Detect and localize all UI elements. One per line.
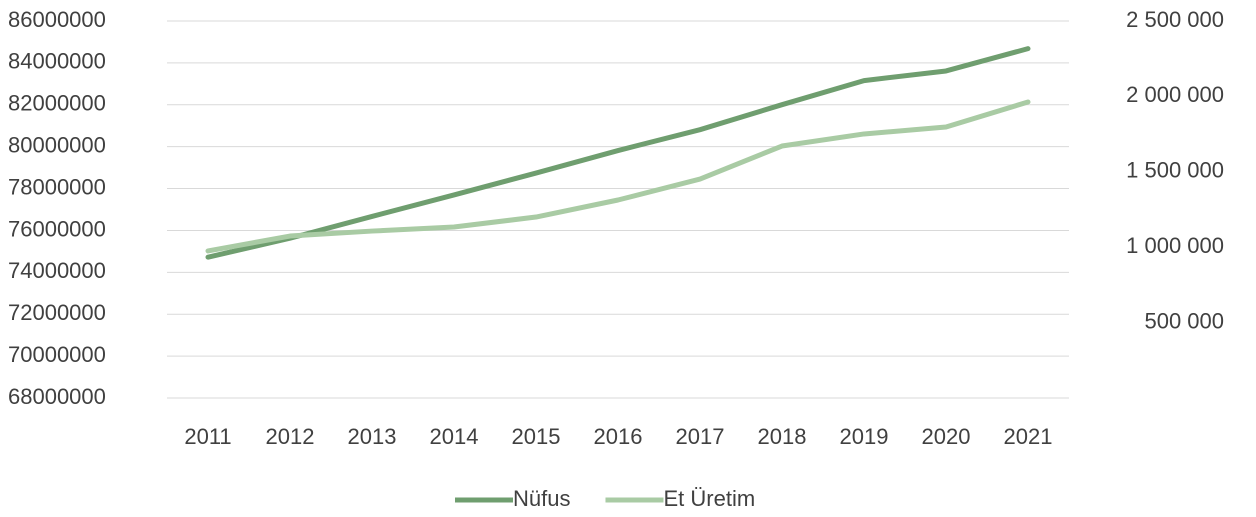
y-tick-label: 80000000 <box>8 132 106 157</box>
x-tick-label: 2017 <box>676 424 725 449</box>
x-tick-label: 2015 <box>512 424 561 449</box>
x-tick-label: 2021 <box>1004 424 1053 449</box>
x-tick-label: 2011 <box>184 424 231 449</box>
y-tick-label: 82000000 <box>8 91 106 116</box>
x-tick-label: 2014 <box>430 424 479 449</box>
x-tick-label: 2013 <box>348 424 397 449</box>
y-tick-label: 72000000 <box>8 300 106 325</box>
y-tick-label: 84000000 <box>8 49 106 74</box>
x-tick-label: 2019 <box>840 424 889 449</box>
series-line <box>205 99 1031 254</box>
y-tick-label: 78000000 <box>8 174 106 199</box>
legend-label: Et Üretim <box>663 486 755 511</box>
y2-tick-label: 500 000 <box>1144 308 1224 333</box>
y-tick-label: 70000000 <box>8 342 106 367</box>
legend: Nüfus Et Üretim <box>455 486 755 511</box>
y2-tick-label: 2 500 000 <box>1126 7 1224 32</box>
legend-label: Nüfus <box>513 486 570 511</box>
y-tick-label: 76000000 <box>8 216 106 241</box>
series-line <box>205 46 1031 260</box>
x-tick-label: 2020 <box>922 424 971 449</box>
y-tick-label: 86000000 <box>8 7 106 32</box>
y-tick-label: 68000000 <box>8 384 106 409</box>
y2-tick-label: 2 000 000 <box>1126 82 1224 107</box>
x-tick-label: 2018 <box>758 424 807 449</box>
y2-tick-label: 1 500 000 <box>1126 158 1224 183</box>
y2-tick-label: 1 000 000 <box>1126 233 1224 258</box>
x-tick-label: 2016 <box>594 424 643 449</box>
x-tick-label: 2012 <box>266 424 315 449</box>
y-tick-label: 74000000 <box>8 258 106 283</box>
